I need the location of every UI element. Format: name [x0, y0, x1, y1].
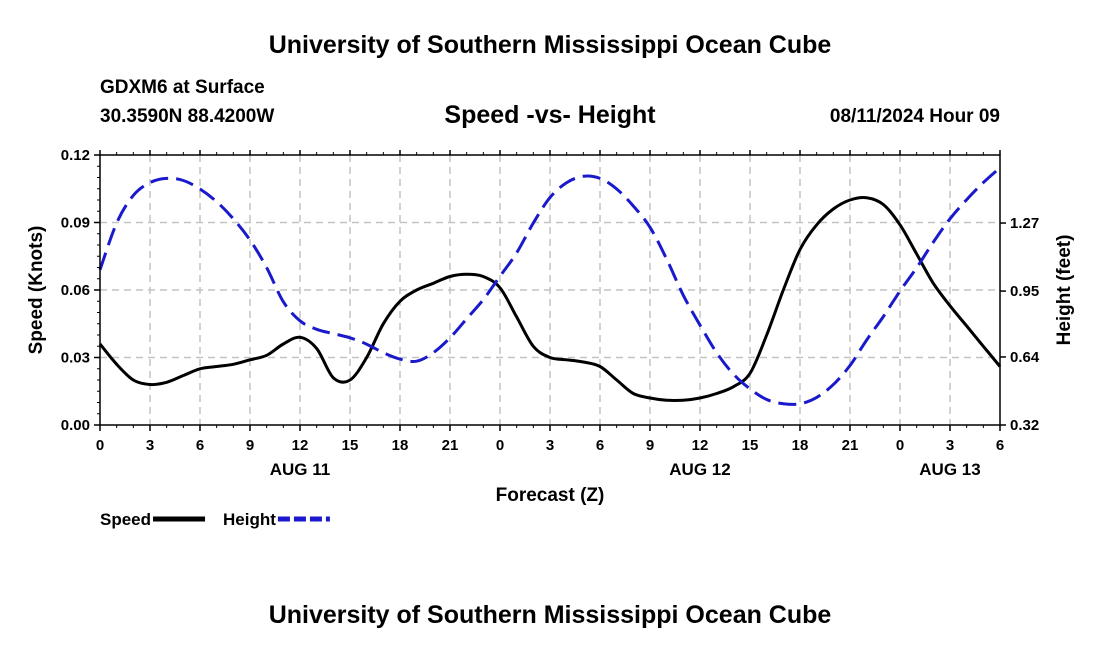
y-left-tick-label: 0.03 [61, 350, 90, 367]
series-layer [98, 166, 1002, 406]
x-tick-label: 0 [896, 437, 904, 454]
y-right-tick-label: 1.27 [1010, 215, 1039, 232]
page-title: University of Southern Mississippi Ocean… [268, 31, 832, 59]
y-left-tick-label: 0.09 [61, 215, 90, 232]
chart-subtitle: Speed -vs- Height [444, 101, 656, 129]
date-label: AUG 12 [669, 460, 730, 479]
series-line-speed [98, 195, 1002, 403]
x-tick-label: 6 [596, 437, 604, 454]
y-left-tick-label: 0.00 [61, 417, 90, 434]
legend-label-speed: Speed [100, 510, 151, 529]
x-tick-label: 0 [96, 437, 104, 454]
y-right-tick-label: 0.32 [1010, 417, 1039, 434]
axis-layer: 0 3 6 9 12 15 18 21 0 3 6 9 12 15 18 21 0 3 6 AUG 11 AUG 12 A… [61, 147, 1040, 479]
x-tick-label: 9 [646, 437, 654, 454]
x-tick-label: 21 [842, 437, 859, 454]
x-tick-label: 15 [742, 437, 759, 454]
x-tick-label: 21 [442, 437, 459, 454]
y-left-tick-label: 0.12 [61, 147, 90, 164]
legend-label-height: Height [223, 510, 276, 529]
y-axis-right-title: Height (feet) [1054, 235, 1075, 346]
speed-height-chart: 0 3 6 9 12 15 18 21 0 3 6 9 12 15 18 21 0 3 6 AUG 11 AUG 12 A… [26, 147, 1075, 529]
y-right-tick-label: 0.64 [1010, 349, 1040, 366]
date-label: AUG 13 [919, 460, 980, 479]
x-tick-label: 3 [146, 437, 154, 454]
date-label: AUG 11 [270, 460, 330, 479]
station-label: GDXM6 at Surface [100, 77, 265, 98]
coordinates-label: 30.3590N 88.4200W [100, 106, 275, 127]
x-tick-label: 18 [392, 437, 409, 454]
x-tick-label: 0 [496, 437, 504, 454]
legend: Speed Height [100, 510, 330, 529]
x-tick-label: 12 [692, 437, 709, 454]
x-tick-label: 15 [342, 437, 359, 454]
x-tick-label: 3 [946, 437, 954, 454]
x-tick-label: 12 [292, 437, 309, 454]
x-tick-label: 18 [792, 437, 809, 454]
forecast-datetime: 08/11/2024 Hour 09 [829, 106, 1000, 127]
x-tick-label: 9 [246, 437, 254, 454]
footer-title: University of Southern Mississippi Ocean… [268, 601, 832, 629]
y-left-tick-label: 0.06 [61, 282, 90, 299]
y-axis-left-title: Speed (Knots) [26, 226, 47, 355]
series-line-height [98, 166, 1001, 406]
x-tick-label: 6 [996, 437, 1004, 454]
x-tick-label: 6 [196, 437, 204, 454]
x-axis-title: Forecast (Z) [496, 485, 605, 506]
y-right-tick-label: 0.95 [1010, 283, 1039, 300]
x-tick-label: 3 [546, 437, 554, 454]
